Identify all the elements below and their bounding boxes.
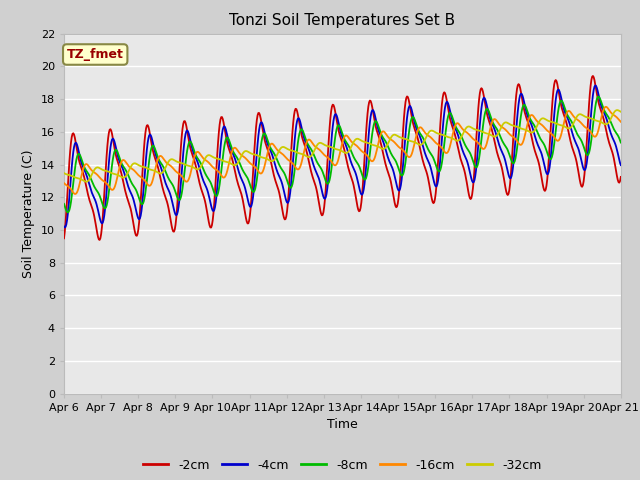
Title: Tonzi Soil Temperatures Set B: Tonzi Soil Temperatures Set B — [229, 13, 456, 28]
X-axis label: Time: Time — [327, 418, 358, 431]
Legend: -2cm, -4cm, -8cm, -16cm, -32cm: -2cm, -4cm, -8cm, -16cm, -32cm — [138, 454, 547, 477]
Text: TZ_fmet: TZ_fmet — [67, 48, 124, 61]
Y-axis label: Soil Temperature (C): Soil Temperature (C) — [22, 149, 35, 278]
